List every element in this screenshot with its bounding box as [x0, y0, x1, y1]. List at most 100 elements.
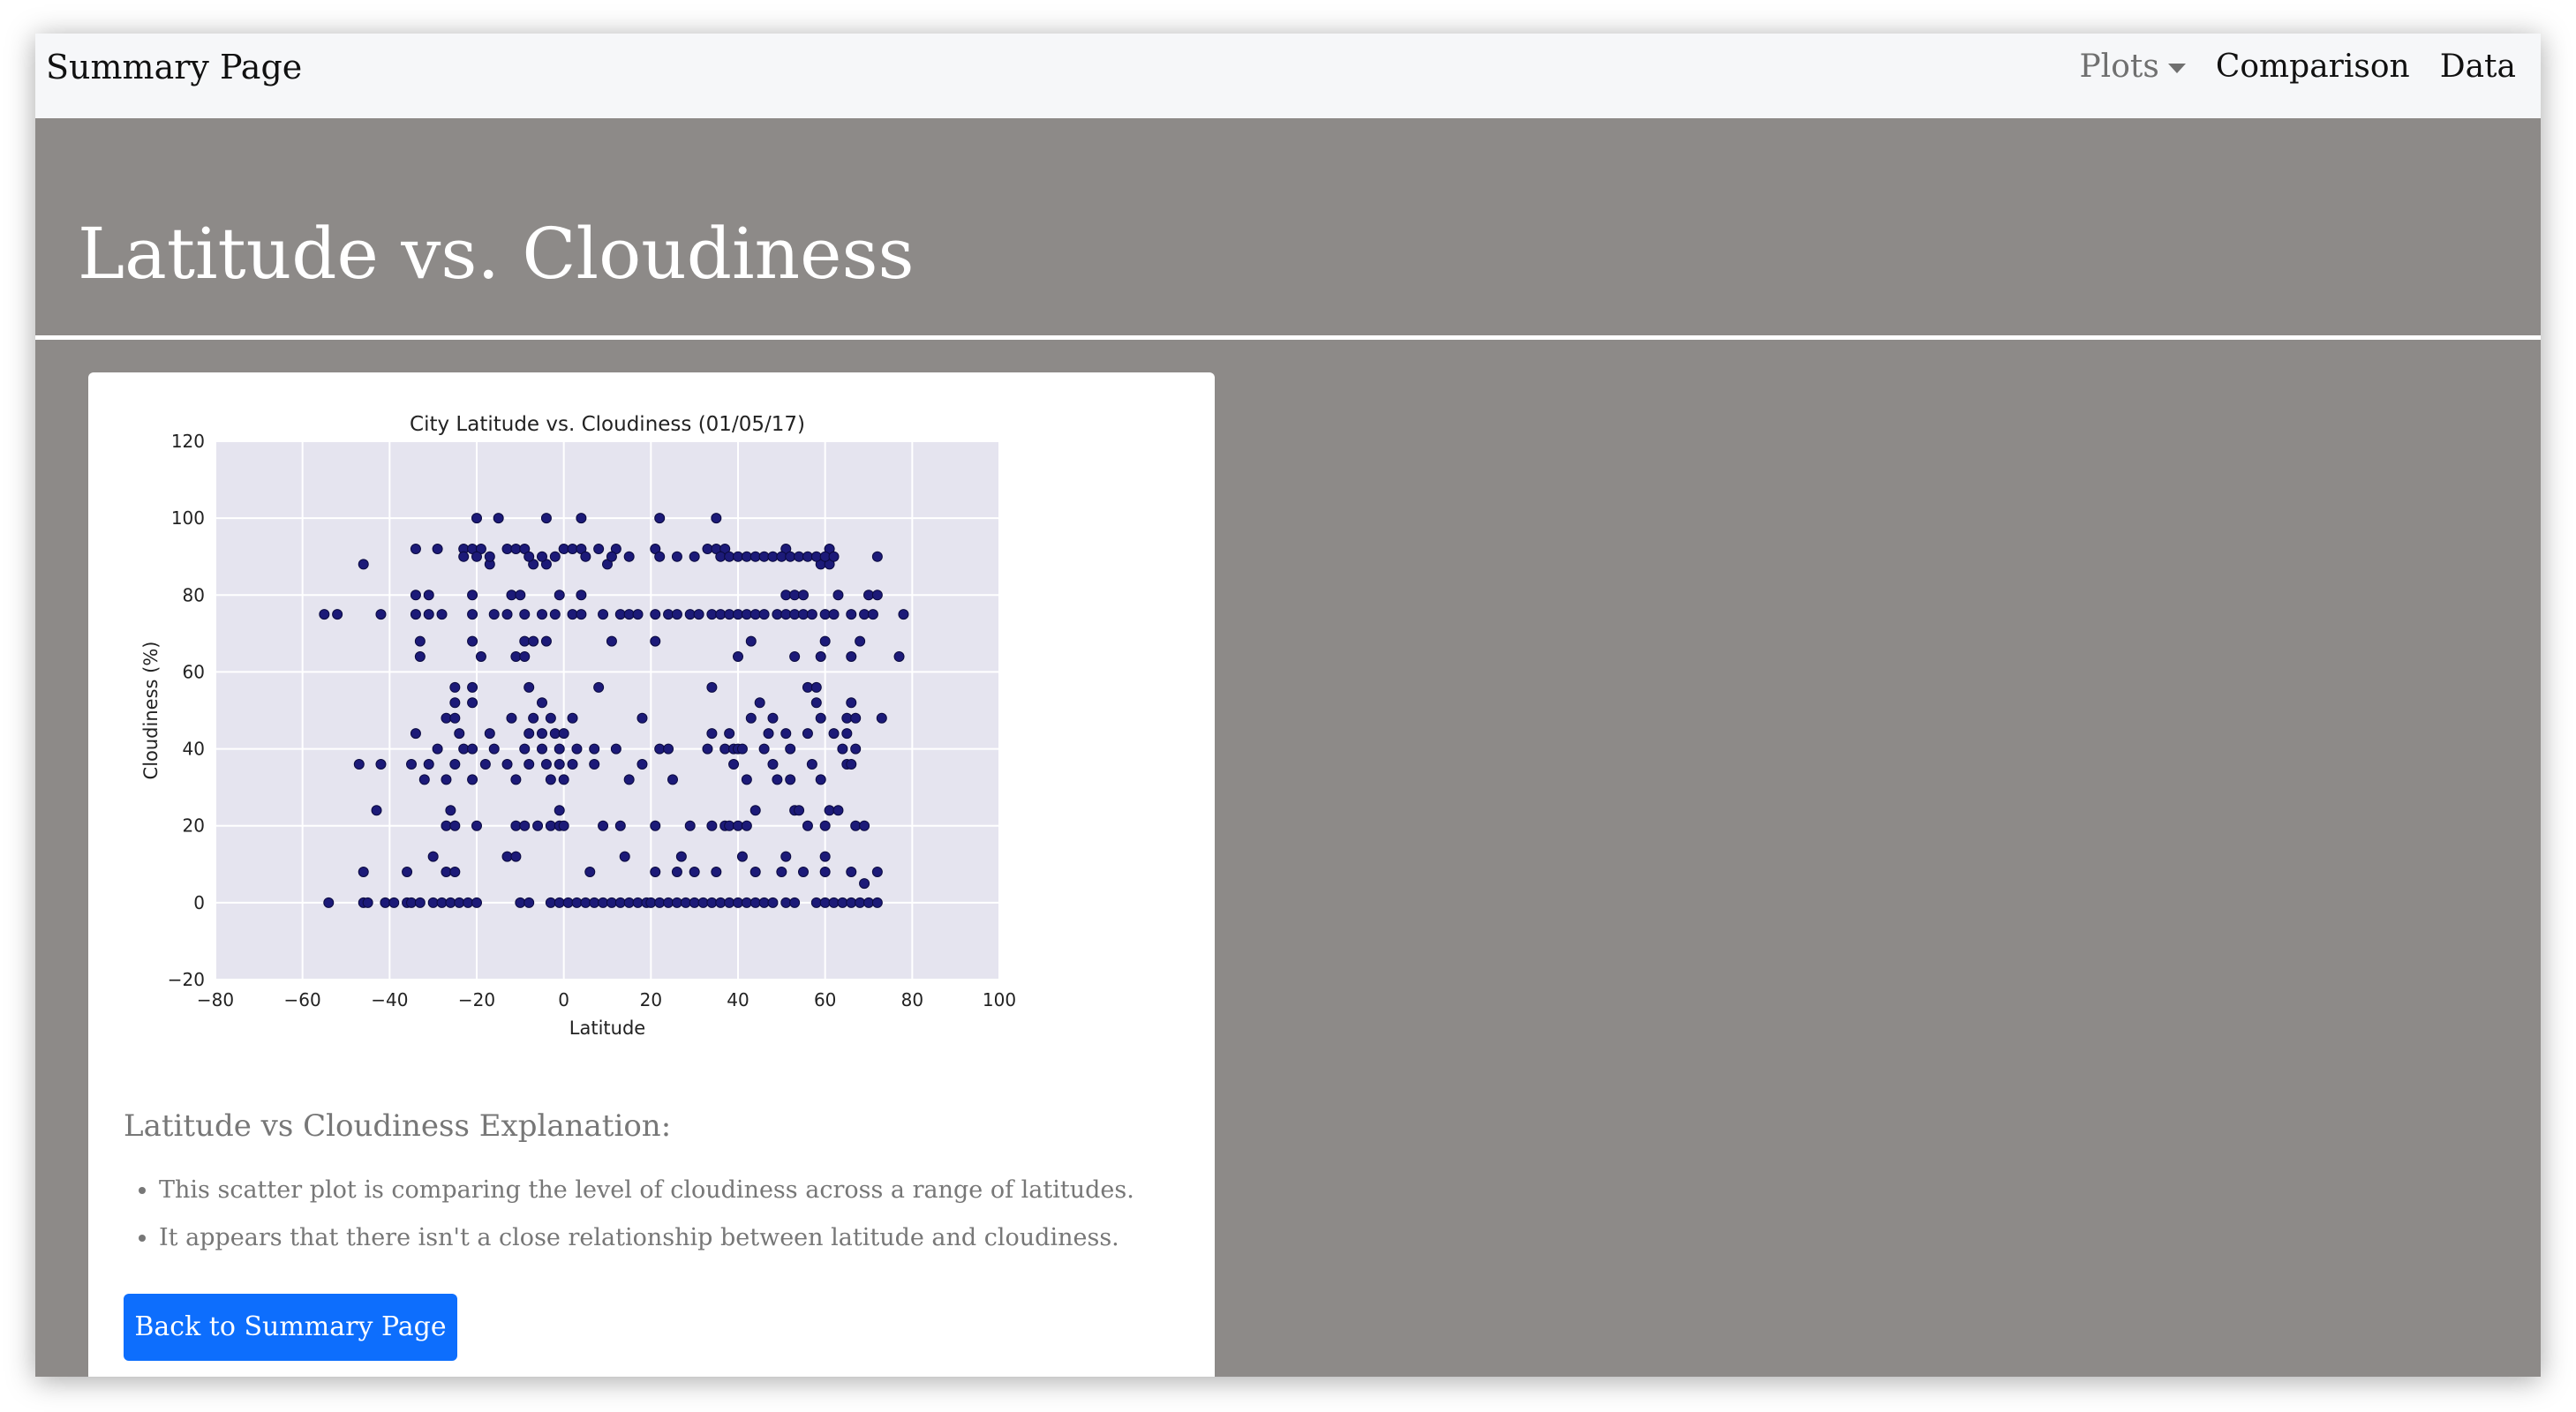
- data-point: [846, 897, 857, 908]
- data-point: [785, 743, 796, 755]
- explanation-bullet: It appears that there isn't a close rela…: [159, 1214, 1134, 1262]
- data-point: [414, 635, 426, 647]
- data-point: [810, 551, 822, 562]
- data-point: [510, 851, 522, 862]
- data-point: [841, 728, 853, 740]
- nav-item-plots-dropdown[interactable]: Plots: [2079, 42, 2186, 92]
- data-point: [785, 774, 796, 785]
- data-point: [467, 681, 478, 693]
- data-point: [576, 590, 587, 601]
- data-point: [654, 743, 666, 755]
- data-point: [654, 897, 666, 908]
- data-point: [558, 728, 569, 740]
- nav-item-comparison[interactable]: Comparison: [2215, 49, 2410, 85]
- data-point: [819, 851, 831, 862]
- data-point: [855, 635, 866, 647]
- y-tick-label: 60: [183, 661, 205, 682]
- data-point: [871, 867, 883, 877]
- data-point: [423, 609, 434, 620]
- data-point: [706, 681, 718, 693]
- data-point: [689, 867, 700, 877]
- data-point: [736, 851, 748, 862]
- data-point: [832, 590, 844, 601]
- data-point: [432, 544, 443, 554]
- data-point: [410, 609, 421, 620]
- data-point: [780, 897, 792, 908]
- data-point: [850, 712, 862, 724]
- data-point: [598, 609, 609, 620]
- data-point: [671, 897, 682, 908]
- data-point: [501, 544, 513, 554]
- data-point: [733, 897, 743, 908]
- data-point: [846, 759, 857, 770]
- data-point: [519, 651, 531, 662]
- data-point: [871, 590, 883, 601]
- data-point: [741, 774, 752, 785]
- data-point: [789, 651, 801, 662]
- data-point: [554, 805, 565, 816]
- data-point: [532, 820, 544, 831]
- data-point: [806, 609, 817, 620]
- data-point: [554, 590, 565, 601]
- caret-down-icon: [2167, 63, 2186, 73]
- y-tick-label: 0: [193, 892, 205, 913]
- data-point: [863, 590, 874, 601]
- data-point: [702, 544, 713, 554]
- divider: [35, 335, 2541, 340]
- data-point: [562, 897, 574, 908]
- data-point: [528, 635, 539, 647]
- y-tick-label: 80: [183, 584, 205, 605]
- data-point: [418, 774, 430, 785]
- navbar-brand-link[interactable]: Summary Page: [46, 48, 303, 86]
- explanation-heading: Latitude vs Cloudiness Explanation:: [124, 1108, 672, 1144]
- data-point: [689, 897, 700, 908]
- data-point: [776, 551, 787, 562]
- data-point: [749, 867, 761, 877]
- data-point: [837, 743, 848, 755]
- data-point: [467, 635, 478, 647]
- data-point: [493, 513, 504, 524]
- data-point: [375, 759, 387, 770]
- data-point: [733, 820, 743, 831]
- data-point: [488, 609, 500, 620]
- data-point: [684, 820, 696, 831]
- data-point: [824, 805, 835, 816]
- data-point: [432, 743, 443, 755]
- x-tick-label: −20: [458, 989, 495, 1010]
- data-point: [724, 728, 735, 740]
- back-to-summary-button[interactable]: Back to Summary Page: [124, 1294, 457, 1361]
- data-point: [846, 697, 857, 709]
- data-point: [501, 851, 513, 862]
- data-point: [545, 820, 556, 831]
- data-point: [736, 743, 748, 755]
- data-point: [867, 609, 878, 620]
- data-point: [445, 805, 456, 816]
- scatter-chart: −80 −60 −40 −20 0 20 40 60 80 100 −20 0 20 40 60 80 100 1…: [140, 413, 1016, 1039]
- data-point: [454, 897, 465, 908]
- data-point: [650, 867, 661, 877]
- data-point: [471, 551, 482, 562]
- data-point: [506, 712, 517, 724]
- data-point: [645, 897, 657, 908]
- data-point: [523, 551, 535, 562]
- x-tick-label: 40: [727, 989, 749, 1010]
- chart-title: City Latitude vs. Cloudiness (01/05/17): [410, 413, 805, 436]
- data-point: [733, 609, 743, 620]
- data-point: [819, 897, 831, 908]
- data-point: [876, 712, 887, 724]
- data-point: [741, 551, 752, 562]
- data-point: [650, 609, 661, 620]
- y-axis-label: Cloudiness (%): [140, 642, 162, 780]
- nav-item-data[interactable]: Data: [2439, 49, 2516, 85]
- data-point: [515, 897, 526, 908]
- data-point: [667, 774, 678, 785]
- data-point: [414, 897, 426, 908]
- data-point: [632, 897, 644, 908]
- data-point: [855, 897, 866, 908]
- data-point: [810, 697, 822, 709]
- data-point: [654, 513, 666, 524]
- data-point: [323, 897, 335, 908]
- data-point: [406, 897, 417, 908]
- data-point: [828, 728, 840, 740]
- data-point: [780, 728, 792, 740]
